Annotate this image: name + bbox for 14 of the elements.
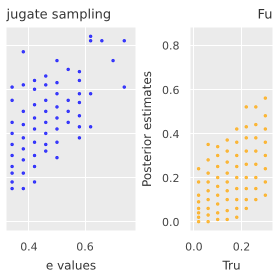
x-axis-title: Tru — [221, 258, 241, 272]
y-tick-label: 0.4 — [162, 128, 180, 141]
y-tick-label: 0.2 — [162, 172, 180, 186]
chart-title: jugate sampling — [6, 8, 112, 22]
y-tick-label: 0.6 — [162, 84, 180, 97]
x-axis-title: e values — [46, 258, 96, 272]
y-axis-title: Posterior estimates — [140, 71, 154, 187]
y-tick-label: 0.0 — [162, 216, 180, 230]
x-tick-label: 0.2 — [232, 240, 250, 254]
x-tick-label: 0.0 — [185, 240, 203, 254]
y-tick-label: 0.8 — [162, 40, 180, 53]
x-tick-label: 0.4 — [20, 240, 38, 254]
chart-title: Fu — [257, 8, 273, 22]
x-tick-label: 0.6 — [76, 240, 94, 254]
